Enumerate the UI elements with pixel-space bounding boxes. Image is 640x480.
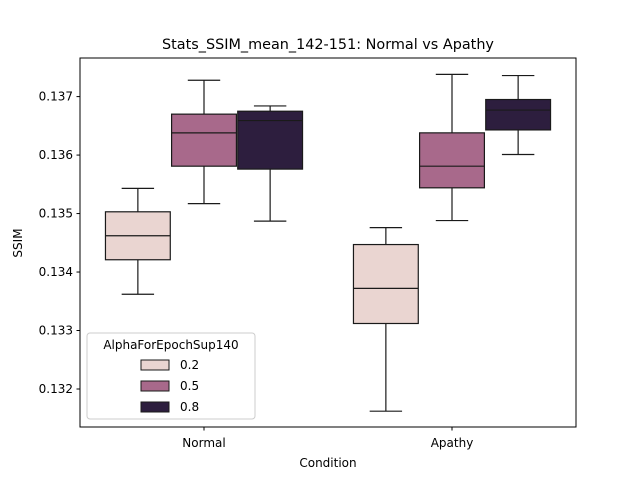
iqr-box	[352, 243, 419, 325]
legend-label: 0.5	[180, 379, 199, 393]
x-axis-label: Condition	[299, 456, 356, 470]
x-tick-label: Apathy	[431, 436, 474, 450]
y-tick-label: 0.132	[39, 382, 73, 396]
box-apathy-0-5	[418, 73, 486, 222]
iqr-box	[170, 113, 238, 167]
boxes-layer	[104, 73, 552, 412]
box-apathy-0-2	[352, 226, 419, 412]
box-normal-0-8	[237, 105, 304, 222]
y-tick-label: 0.135	[39, 207, 73, 221]
chart-title: Stats_SSIM_mean_142-151: Normal vs Apath…	[162, 37, 494, 53]
legend-swatch	[140, 359, 170, 371]
legend-swatch	[140, 380, 170, 392]
y-tick-label: 0.137	[39, 90, 73, 104]
legend-label: 0.8	[180, 400, 199, 414]
y-tick-label: 0.136	[39, 148, 73, 162]
box-apathy-0-8	[485, 74, 552, 156]
legend-label: 0.2	[180, 358, 199, 372]
legend-frame	[86, 332, 256, 420]
legend: AlphaForEpochSup140 0.2 0.5 0.8	[86, 332, 256, 420]
legend-swatch	[140, 401, 170, 413]
iqr-box	[418, 132, 486, 189]
legend-items: 0.2 0.5 0.8	[140, 358, 199, 414]
box-normal-0-5	[170, 79, 238, 205]
y-tick-label: 0.133	[39, 324, 73, 338]
y-axis-ticks: 0.132 0.133 0.134 0.135 0.136 0.137	[39, 90, 80, 396]
y-tick-label: 0.134	[39, 265, 73, 279]
iqr-box	[237, 110, 304, 170]
x-axis-ticks: Normal Apathy	[182, 427, 473, 450]
y-axis-label: SSIM	[11, 228, 25, 257]
box-normal-0-2	[104, 187, 171, 295]
x-tick-label: Normal	[182, 436, 225, 450]
plot-frame	[79, 57, 577, 428]
legend-title: AlphaForEpochSup140	[103, 338, 238, 352]
iqr-box	[485, 98, 552, 131]
